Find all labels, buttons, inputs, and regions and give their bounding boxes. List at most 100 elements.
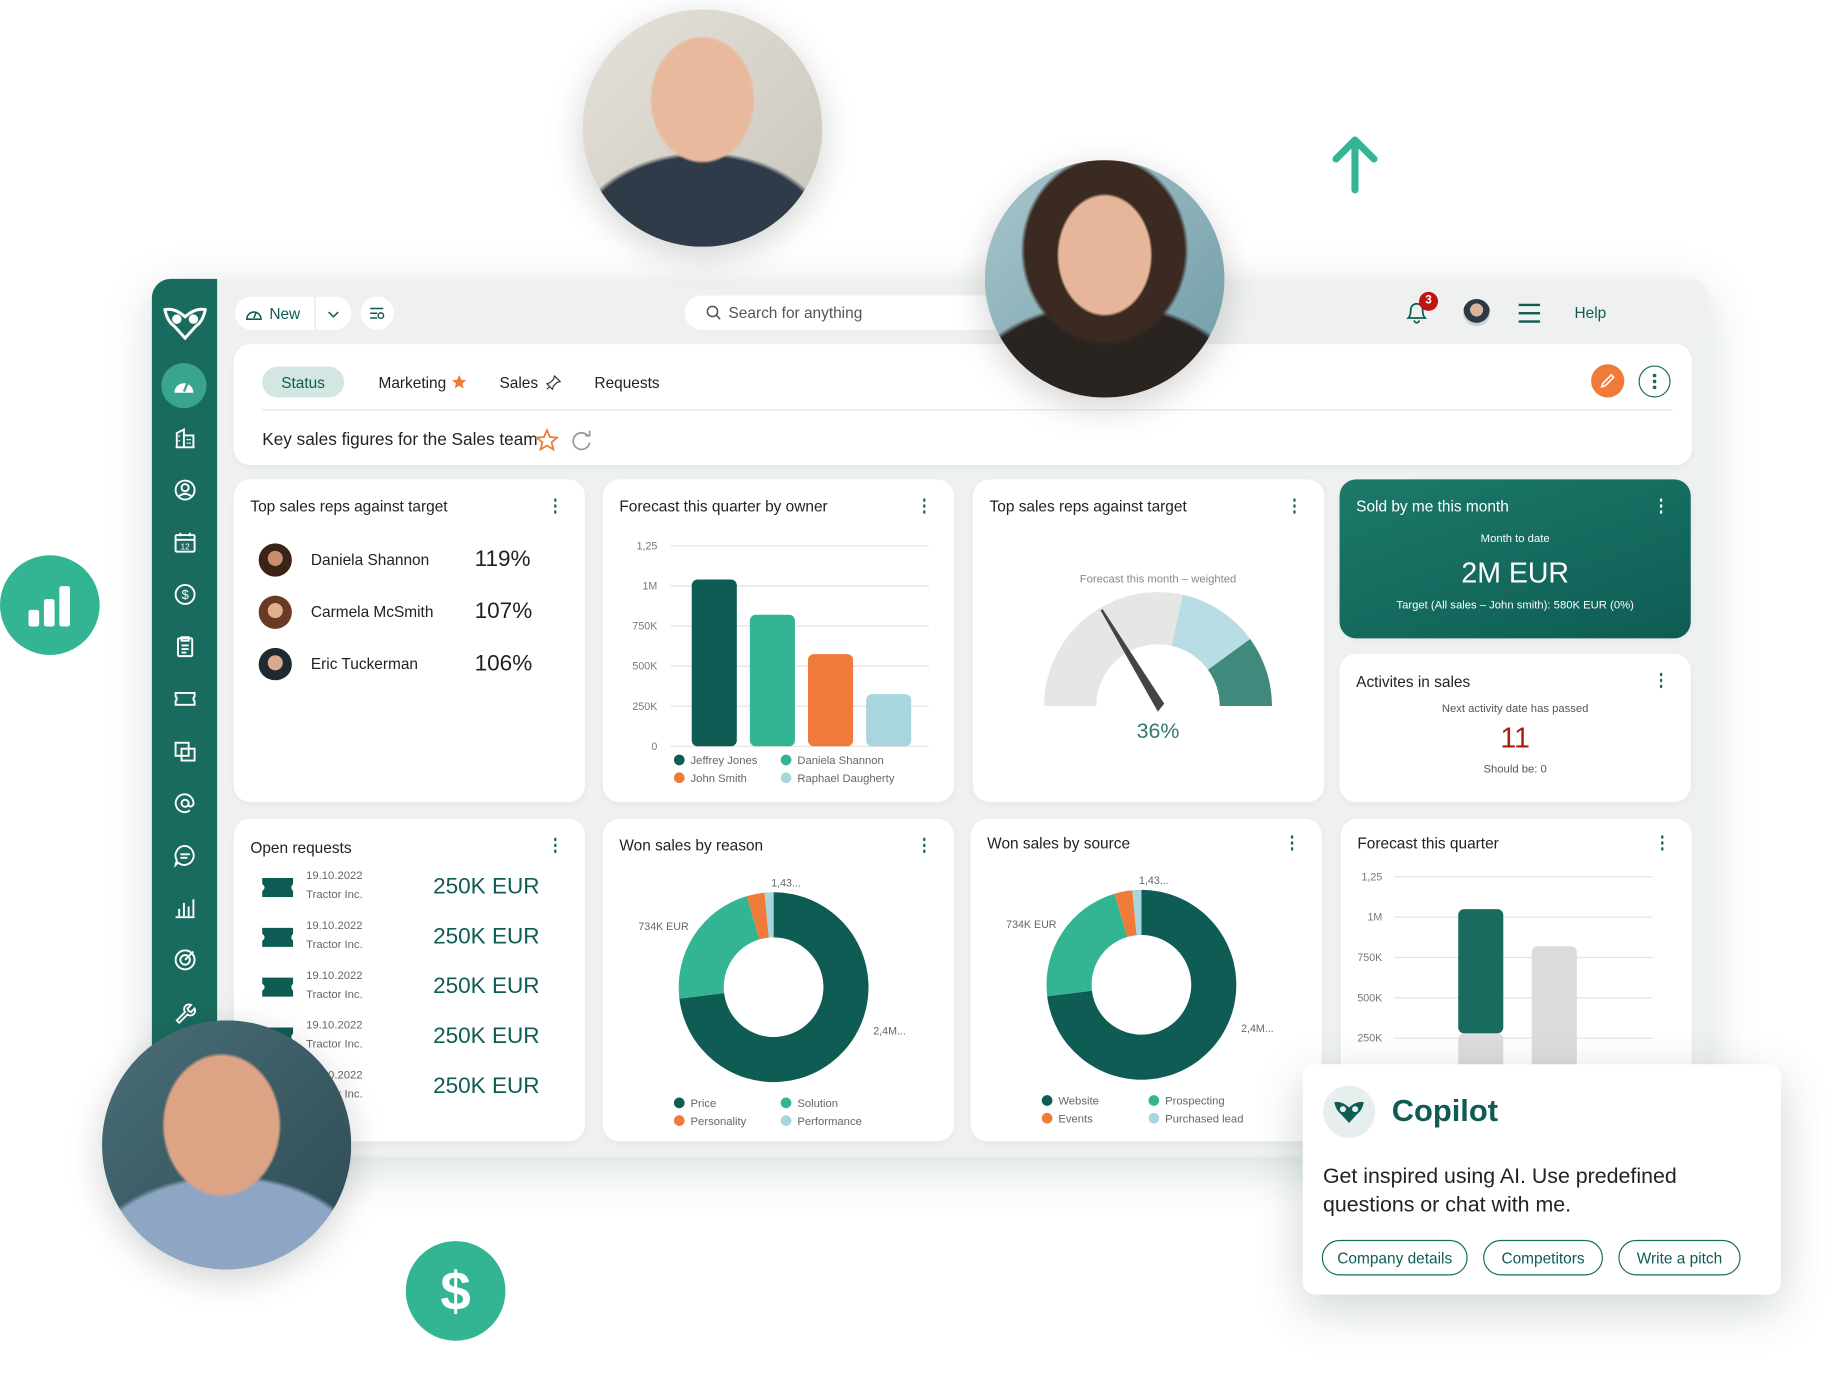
new-label: New — [269, 304, 301, 323]
sidebar-item-at[interactable] — [167, 785, 203, 821]
more-options-button[interactable] — [1638, 365, 1671, 398]
tab-sales[interactable]: Sales — [500, 367, 561, 398]
slice-purchased-lead[interactable] — [1132, 889, 1142, 936]
bar-daniela-shannon[interactable] — [749, 614, 795, 747]
card-menu-icon[interactable] — [1289, 835, 1296, 852]
sidebar-item-bar-chart[interactable] — [167, 890, 203, 926]
sidebar-item-user-circle[interactable] — [167, 472, 203, 508]
sold-caption: Month to date — [1480, 532, 1550, 546]
card-menu-icon[interactable] — [1658, 672, 1665, 690]
sold-target: Target (All sales – John smith): 580K EU… — [1396, 599, 1634, 613]
help-link[interactable]: Help — [1574, 303, 1607, 322]
slice-performance[interactable] — [764, 892, 774, 938]
card-menu-icon[interactable] — [552, 837, 559, 855]
sidebar-item-chat[interactable] — [167, 838, 203, 874]
sidebar-item-wrench[interactable] — [167, 994, 203, 1030]
tab-marketing[interactable]: Marketing — [378, 367, 467, 398]
menu-hamburger-icon[interactable] — [1518, 303, 1541, 323]
sidebar-item-documents[interactable] — [167, 733, 203, 769]
card-menu-icon[interactable] — [1291, 498, 1298, 515]
slice-price[interactable] — [679, 892, 869, 1083]
new-button[interactable]: New — [235, 296, 316, 330]
sidebar-item-target[interactable] — [167, 942, 203, 978]
legend-label: Events — [1058, 1112, 1093, 1126]
refresh-icon[interactable] — [571, 430, 594, 453]
request-amount[interactable]: 250K EUR — [433, 1023, 540, 1049]
user-circle-icon — [174, 479, 196, 501]
request-amount[interactable]: 250K EUR — [433, 874, 540, 900]
search-placeholder: Search for anything — [728, 303, 863, 322]
sidebar-item-clipboard[interactable] — [167, 629, 203, 665]
card-menu-icon[interactable] — [552, 498, 559, 515]
page-subtitle: Key sales figures for the Sales team — [262, 430, 538, 450]
legend-swatch — [780, 1097, 792, 1109]
legend-swatch — [673, 754, 685, 766]
user-avatar[interactable] — [1462, 298, 1491, 327]
edit-dashboard-button[interactable] — [1591, 364, 1625, 398]
legend-item: Daniela Shannon — [780, 754, 884, 768]
favorite-star-icon[interactable] — [535, 428, 559, 452]
legend-label: Price — [690, 1097, 717, 1111]
sidebar-item-calendar[interactable]: 12 — [167, 524, 203, 560]
y-tick-label: 500K — [632, 661, 657, 673]
slice-label: 1,43... — [771, 877, 801, 889]
target-icon — [174, 949, 196, 971]
tab-label: Status — [281, 373, 325, 391]
legend-item: John Smith — [673, 772, 747, 785]
rep-name: Daniela Shannon — [310, 550, 430, 569]
card-menu-icon[interactable] — [1659, 835, 1666, 852]
card-title: Top sales reps against target — [250, 497, 448, 515]
svg-text:12: 12 — [180, 541, 190, 551]
request-company: Tractor Inc. — [306, 888, 363, 902]
company-details-button[interactable]: Company details — [1321, 1239, 1468, 1276]
rep-row: Daniela Shannon 119% — [234, 541, 585, 579]
at-icon — [174, 793, 195, 814]
slice-events[interactable] — [1114, 890, 1137, 938]
tab-status[interactable]: Status — [262, 366, 344, 398]
new-button-group: New — [234, 296, 352, 330]
slice-label: 2,4M... — [873, 1026, 906, 1038]
tab-requests[interactable]: Requests — [594, 367, 659, 398]
card-title: Forecast this quarter — [1357, 834, 1499, 852]
request-amount[interactable]: 250K EUR — [433, 1073, 540, 1099]
legend-swatch — [780, 772, 792, 784]
won-by-source-chart: 2,4M... 734K EUR 1,43... — [1006, 875, 1274, 1080]
card-menu-icon[interactable] — [921, 837, 928, 855]
bar-segment[interactable] — [1458, 909, 1504, 1034]
y-tick-label: 0 — [651, 741, 657, 753]
filter-search-button[interactable] — [360, 296, 394, 330]
dollar-icon: $ — [174, 583, 196, 605]
slice-website[interactable] — [1047, 889, 1237, 1080]
sidebar-item-dollar[interactable]: $ — [167, 577, 203, 613]
copilot-owl-icon — [1322, 1085, 1376, 1138]
competitors-button[interactable]: Competitors — [1483, 1239, 1603, 1276]
sidebar-item-ticket[interactable] — [167, 681, 203, 717]
bar-chart-icon — [175, 899, 195, 919]
legend-label: Website — [1058, 1095, 1099, 1109]
dashboard-icon — [246, 311, 262, 320]
slice-personality[interactable] — [746, 892, 769, 940]
bar-john-smith[interactable] — [808, 654, 854, 747]
slice-solution[interactable] — [678, 896, 760, 999]
gauge-band — [1207, 639, 1272, 706]
request-amount[interactable]: 250K EUR — [433, 974, 540, 1000]
write-pitch-button[interactable]: Write a pitch — [1618, 1239, 1741, 1276]
bar-segment[interactable] — [1531, 946, 1577, 1079]
pin-icon — [545, 374, 561, 390]
request-amount[interactable]: 250K EUR — [433, 924, 540, 950]
card-menu-icon[interactable] — [921, 498, 928, 515]
bar-jeffrey-jones[interactable] — [691, 579, 737, 747]
notifications-button[interactable]: 3 — [1405, 291, 1439, 327]
y-tick-label: 1,25 — [1362, 871, 1383, 883]
slice-prospecting[interactable] — [1046, 893, 1128, 997]
bar-raphael-daugherty[interactable] — [866, 694, 912, 747]
sidebar-item-dashboard[interactable] — [161, 363, 207, 409]
search-input[interactable]: Search for anything — [684, 295, 1029, 330]
copilot-title: Copilot — [1391, 1092, 1498, 1129]
card-title: Sold by me this month — [1356, 497, 1509, 515]
legend-item: Performance — [780, 1115, 862, 1128]
card-menu-icon[interactable] — [1658, 498, 1665, 515]
legend-item: Prospecting — [1148, 1095, 1225, 1108]
sidebar-item-building[interactable] — [167, 420, 203, 456]
new-dropdown-chevron-icon[interactable] — [316, 303, 352, 324]
